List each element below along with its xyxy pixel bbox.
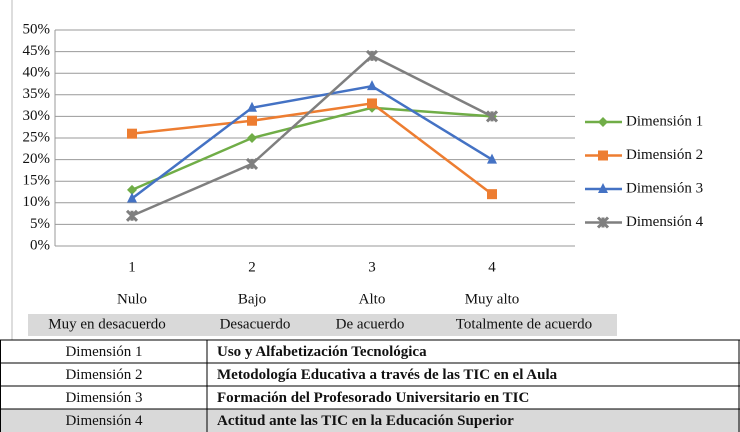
x-tick-label: 1 xyxy=(128,259,136,275)
y-tick-label: 0% xyxy=(30,237,50,253)
legend-label: Dimensión 1 xyxy=(626,113,703,129)
legend-label: Dimensión 4 xyxy=(626,214,704,230)
category-label: Bajo xyxy=(238,291,266,307)
y-tick-label: 15% xyxy=(23,173,51,189)
table-cell: Dimensión 4 xyxy=(65,413,143,429)
x-tick-label: 2 xyxy=(248,259,256,275)
table-cell: Dimensión 1 xyxy=(65,344,142,360)
series-line xyxy=(131,106,493,191)
x-tick-label: 4 xyxy=(488,259,496,275)
table-cell: Formación del Profesorado Universitario … xyxy=(217,390,529,406)
marker xyxy=(127,192,137,203)
marker xyxy=(127,184,137,195)
category-label: Alto xyxy=(359,291,386,307)
y-tick-label: 40% xyxy=(23,65,51,81)
y-tick-label: 20% xyxy=(23,151,51,167)
table-cell: Dimensión 2 xyxy=(65,367,142,383)
category-label: Muy alto xyxy=(465,291,520,307)
x-tick-label: 3 xyxy=(368,259,376,275)
legend-marker xyxy=(596,216,610,229)
legend-label: Dimensión 2 xyxy=(626,147,703,163)
marker xyxy=(485,110,499,123)
scale-label: Totalmente de acuerdo xyxy=(456,316,592,332)
legend-label: Dimensión 3 xyxy=(626,180,703,196)
category-label: Nulo xyxy=(117,291,147,307)
scale-label: Desacuerdo xyxy=(220,316,291,332)
y-tick-label: 35% xyxy=(23,86,51,102)
series-line xyxy=(131,102,493,196)
marker xyxy=(245,157,259,170)
table-cell: Metodología Educativa a través de las TI… xyxy=(217,367,558,383)
marker xyxy=(365,49,379,62)
y-tick-label: 50% xyxy=(23,21,51,37)
table-cell: Actitud ante las TIC en la Educación Sup… xyxy=(217,413,514,429)
y-tick-label: 30% xyxy=(23,108,51,124)
y-tick-label: 5% xyxy=(30,216,50,232)
marker xyxy=(487,153,497,164)
marker xyxy=(127,128,137,139)
marker xyxy=(125,209,139,222)
marker xyxy=(367,80,377,91)
marker xyxy=(367,98,377,109)
scale-label: De acuerdo xyxy=(336,316,405,332)
series-line xyxy=(131,54,493,217)
marker xyxy=(247,133,257,143)
legend-marker xyxy=(598,183,608,193)
scale-label: Muy en desacuerdo xyxy=(48,316,165,332)
marker xyxy=(247,115,257,126)
marker xyxy=(487,189,497,200)
legend-marker xyxy=(598,117,608,127)
y-tick-label: 25% xyxy=(23,129,51,145)
y-tick-label: 45% xyxy=(23,43,51,59)
series-line xyxy=(131,84,493,200)
marker xyxy=(247,101,257,112)
legend-marker xyxy=(598,150,608,161)
row-background xyxy=(0,409,740,432)
table-cell: Dimensión 3 xyxy=(65,390,142,406)
scale-band xyxy=(28,314,617,336)
table-cell: Uso y Alfabetización Tecnológica xyxy=(217,344,427,360)
y-tick-label: 10% xyxy=(23,194,51,210)
